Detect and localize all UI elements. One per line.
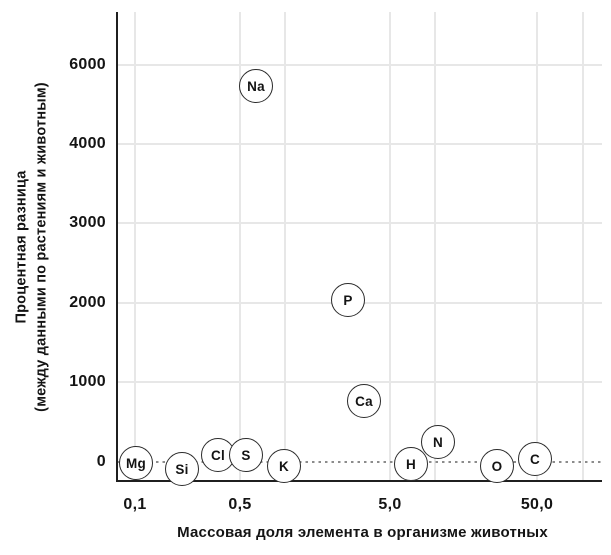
vertical-gridline <box>434 12 436 481</box>
vertical-gridline <box>134 12 136 481</box>
y-tick-label: 3000 <box>69 214 106 231</box>
y-tick-label: 6000 <box>69 56 106 73</box>
data-point-Na: Na <box>239 69 273 103</box>
y-tick-label: 1000 <box>69 373 106 390</box>
vertical-gridline <box>284 12 286 481</box>
y-tick-label: 4000 <box>69 135 106 152</box>
vertical-gridline <box>389 12 391 481</box>
x-tick-label: 0,5 <box>228 496 252 513</box>
x-axis-title: Массовая доля элемента в организме живот… <box>177 524 548 541</box>
x-axis-line <box>116 480 602 482</box>
data-point-Ca: Ca <box>347 384 381 418</box>
horizontal-gridline <box>117 222 602 224</box>
data-point-Si: Si <box>165 452 199 486</box>
zero-baseline <box>117 461 602 463</box>
vertical-gridline <box>239 12 241 481</box>
data-point-N: N <box>421 425 455 459</box>
data-point-K: K <box>267 449 301 483</box>
data-point-P: P <box>331 283 365 317</box>
y-axis-line <box>116 12 118 482</box>
horizontal-gridline <box>117 381 602 383</box>
data-point-C: C <box>518 442 552 476</box>
y-tick-label: 0 <box>96 453 106 470</box>
horizontal-gridline <box>117 143 602 145</box>
horizontal-gridline <box>117 64 602 66</box>
plot-area <box>117 12 602 481</box>
x-tick-label: 0,1 <box>123 496 147 513</box>
y-tick-label: 2000 <box>69 294 106 311</box>
data-point-O: O <box>480 449 514 483</box>
vertical-gridline <box>582 12 584 481</box>
x-tick-label: 5,0 <box>378 496 402 513</box>
data-point-Mg: Mg <box>119 446 153 480</box>
data-point-H: H <box>394 447 428 481</box>
x-tick-label: 50,0 <box>520 496 554 513</box>
vertical-gridline <box>536 12 538 481</box>
data-point-S: S <box>229 438 263 472</box>
